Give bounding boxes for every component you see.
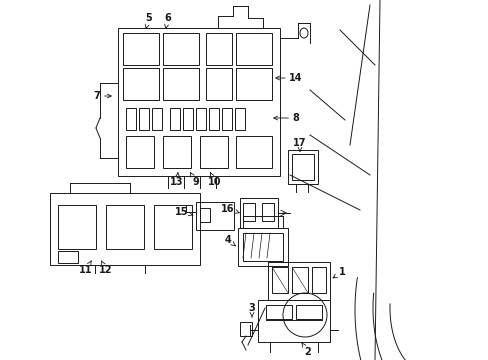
Bar [205, 68, 231, 100]
Bar [170, 108, 180, 130]
Bar [58, 205, 96, 249]
Bar [240, 198, 278, 228]
Bar [58, 251, 78, 263]
Text: 1: 1 [332, 267, 345, 278]
Bar [243, 203, 254, 221]
Bar [262, 203, 273, 221]
Bar [311, 267, 325, 293]
Text: 14: 14 [275, 73, 302, 83]
Bar [243, 233, 283, 261]
Bar [163, 33, 199, 65]
Bar [295, 305, 321, 319]
Bar [291, 154, 313, 180]
Bar [235, 108, 244, 130]
Bar [200, 136, 227, 168]
Bar [163, 68, 199, 100]
Bar [236, 68, 271, 100]
Text: 6: 6 [164, 13, 171, 28]
Bar [271, 267, 287, 293]
Text: 15: 15 [175, 207, 193, 217]
Bar [139, 108, 149, 130]
Bar [154, 205, 192, 249]
Bar [291, 267, 307, 293]
Text: 9: 9 [190, 173, 199, 187]
Bar [236, 33, 271, 65]
Bar [152, 108, 162, 130]
Text: 5: 5 [145, 13, 152, 28]
Bar [50, 193, 200, 265]
Text: 8: 8 [273, 113, 299, 123]
Text: 10: 10 [208, 173, 221, 187]
Bar [123, 33, 159, 65]
Bar [196, 108, 205, 130]
Bar [118, 28, 280, 176]
Bar [123, 68, 159, 100]
Bar [240, 322, 251, 336]
Bar [265, 305, 291, 319]
Text: 4: 4 [224, 235, 235, 246]
Bar [126, 136, 154, 168]
Text: 7: 7 [93, 91, 111, 101]
Text: 11: 11 [79, 261, 93, 275]
Bar [163, 136, 191, 168]
Bar [126, 108, 136, 130]
Bar [238, 228, 287, 266]
Bar [208, 108, 219, 130]
Bar [222, 108, 231, 130]
Text: 2: 2 [301, 343, 311, 357]
Bar [106, 205, 143, 249]
Text: 3: 3 [248, 303, 255, 317]
Bar [258, 300, 329, 342]
Bar [200, 208, 209, 222]
Text: 12: 12 [99, 261, 113, 275]
Bar [183, 108, 193, 130]
Bar [205, 33, 231, 65]
Text: 16: 16 [221, 204, 239, 214]
Text: 13: 13 [170, 173, 183, 187]
Bar [196, 202, 234, 230]
Bar [236, 136, 271, 168]
Bar [267, 262, 329, 300]
Bar [287, 150, 317, 184]
Text: 17: 17 [293, 138, 306, 151]
